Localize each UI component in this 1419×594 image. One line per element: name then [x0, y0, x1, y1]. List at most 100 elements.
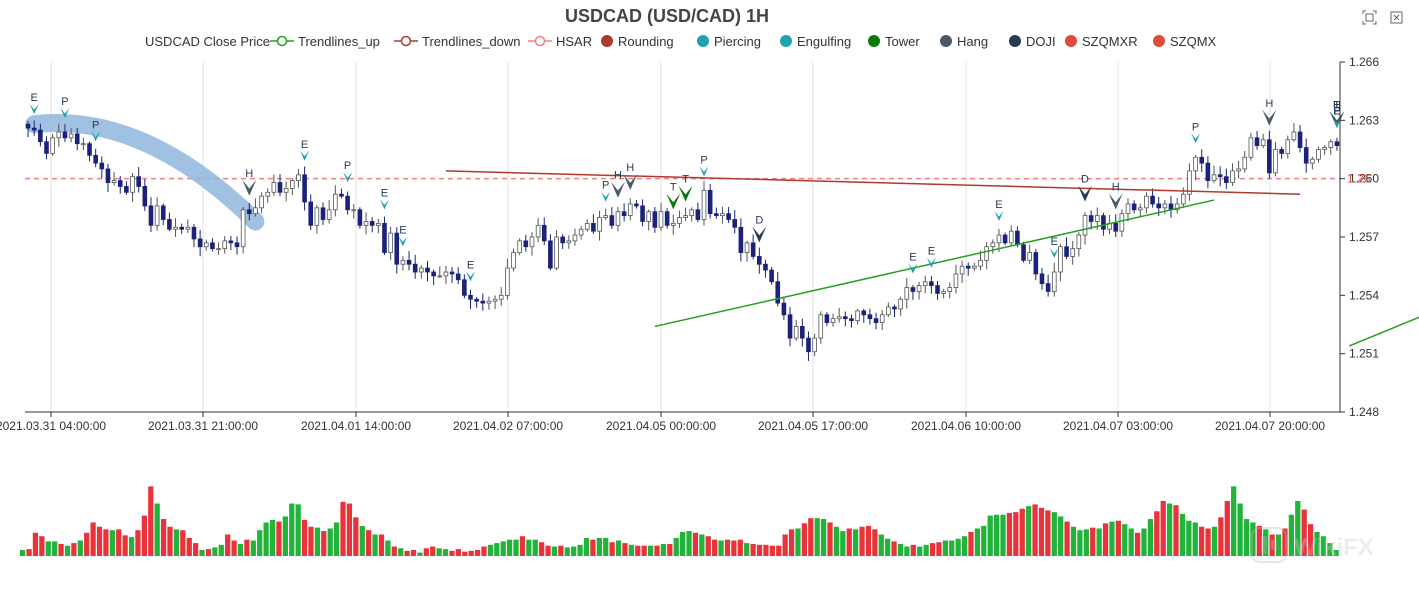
pattern-marker[interactable]: E: [29, 92, 39, 115]
pattern-marker[interactable]: H: [1108, 181, 1123, 210]
volume-bar: [635, 545, 641, 556]
legend-label: SZQMXR: [1082, 34, 1138, 49]
volume-bar: [1250, 522, 1256, 556]
pattern-marker[interactable]: P: [1191, 121, 1201, 144]
pattern-marker[interactable]: H: [610, 170, 625, 198]
candle: [1297, 125, 1303, 153]
pattern-marker[interactable]: E: [379, 187, 389, 210]
pattern-marker[interactable]: T: [678, 174, 693, 202]
pattern-marker[interactable]: D: [1077, 174, 1092, 202]
volume-bar: [1269, 534, 1275, 556]
volume-bar: [1038, 507, 1045, 556]
legend-item[interactable]: HSAR: [528, 34, 592, 49]
pattern-marker[interactable]: E: [994, 199, 1004, 222]
candle: [216, 242, 221, 255]
candle: [105, 163, 111, 192]
trendline-up: [654, 199, 1215, 328]
pattern-marker[interactable]: P: [1332, 106, 1342, 128]
volume-bar: [1205, 528, 1211, 556]
pattern-label: D: [755, 214, 763, 226]
pattern-marker[interactable]: P: [60, 96, 70, 118]
volume-bar: [333, 522, 340, 556]
x-axis: 2021.03.31 04:00:00 2021.03.31 21:00:00 20…: [0, 411, 1340, 433]
legend-item[interactable]: Tower: [868, 34, 920, 49]
volume-bar: [1109, 521, 1115, 556]
pattern-marker[interactable]: E: [466, 259, 476, 282]
volume-bar: [712, 539, 718, 556]
legend-item[interactable]: USDCAD Close Price: [145, 34, 270, 49]
pattern-marker[interactable]: H: [242, 168, 257, 196]
candle: [640, 199, 645, 227]
pattern-marker[interactable]: H: [623, 162, 638, 190]
legend-item[interactable]: Engulfing: [780, 34, 851, 49]
candle: [154, 197, 160, 231]
restore-icon[interactable]: [1390, 11, 1403, 24]
volume-bar: [1166, 503, 1173, 556]
candle: [511, 248, 516, 272]
volume-bar: [45, 541, 51, 556]
pattern-marker[interactable]: T: [666, 181, 681, 210]
zoom-icon[interactable]: [1362, 10, 1377, 25]
legend-item[interactable]: SZQMX: [1153, 34, 1217, 49]
candle: [775, 272, 781, 307]
volume-bar: [1147, 519, 1154, 556]
candle: [345, 191, 350, 215]
pattern-marker[interactable]: H: [1262, 98, 1277, 126]
candle: [873, 312, 879, 330]
volume-bar: [680, 531, 686, 556]
pattern-marker[interactable]: E: [926, 246, 936, 268]
candle: [1285, 135, 1291, 159]
volume-bar: [853, 529, 859, 556]
volume-bar: [391, 546, 397, 556]
volume-bar: [763, 544, 769, 556]
candle: [732, 210, 738, 234]
pattern-marker[interactable]: E: [300, 139, 310, 161]
legend-item[interactable]: Piercing: [697, 34, 761, 49]
x-tick-label: 2021.04.07 03:00:00: [1063, 419, 1173, 433]
volume-bar: [660, 543, 667, 556]
candle: [904, 278, 910, 309]
candle: [44, 136, 49, 160]
legend-item[interactable]: SZQMXR: [1065, 34, 1138, 49]
legend-item[interactable]: Hang: [940, 34, 988, 49]
volume-bar: [699, 534, 705, 556]
candle: [1002, 232, 1008, 246]
candle: [1187, 163, 1192, 201]
candle: [1033, 249, 1039, 281]
volume-bar: [1224, 500, 1230, 556]
volume-bar: [1218, 517, 1224, 556]
legend-item[interactable]: Rounding: [601, 34, 674, 49]
candle: [1254, 130, 1260, 150]
volume-bar: [225, 534, 231, 556]
volume-bar: [327, 528, 333, 556]
candle: [738, 218, 744, 262]
pattern-marker[interactable]: D: [752, 214, 767, 243]
volume-bar: [308, 526, 314, 556]
volume-bar: [532, 539, 538, 556]
rounding-band: [25, 114, 265, 231]
candle: [898, 296, 903, 316]
legend-item[interactable]: Trendlines_down: [394, 34, 521, 49]
candle: [363, 212, 369, 235]
candle: [953, 264, 959, 294]
volume-bar: [1096, 528, 1102, 556]
pattern-marker[interactable]: E: [1049, 236, 1059, 258]
volume-bar: [872, 529, 878, 556]
pattern-marker[interactable]: E: [398, 224, 408, 247]
volume-bar: [686, 531, 692, 556]
volume-bar: [974, 528, 981, 556]
pattern-marker[interactable]: P: [601, 180, 611, 202]
candle: [1303, 138, 1309, 173]
pattern-marker[interactable]: P: [343, 160, 353, 183]
legend-item[interactable]: DOJI: [1009, 34, 1056, 49]
volume-bar: [885, 538, 891, 556]
volume-bar: [1090, 527, 1096, 556]
volume-bar: [615, 540, 622, 556]
pattern-marker[interactable]: P: [699, 154, 709, 177]
volume-bar: [846, 528, 852, 556]
volume-bar: [1051, 512, 1057, 556]
pattern-marker[interactable]: P: [91, 119, 101, 142]
pattern-label: P: [92, 119, 99, 131]
pattern-marker[interactable]: E: [908, 252, 918, 274]
legend-item[interactable]: Trendlines_up: [270, 34, 380, 49]
